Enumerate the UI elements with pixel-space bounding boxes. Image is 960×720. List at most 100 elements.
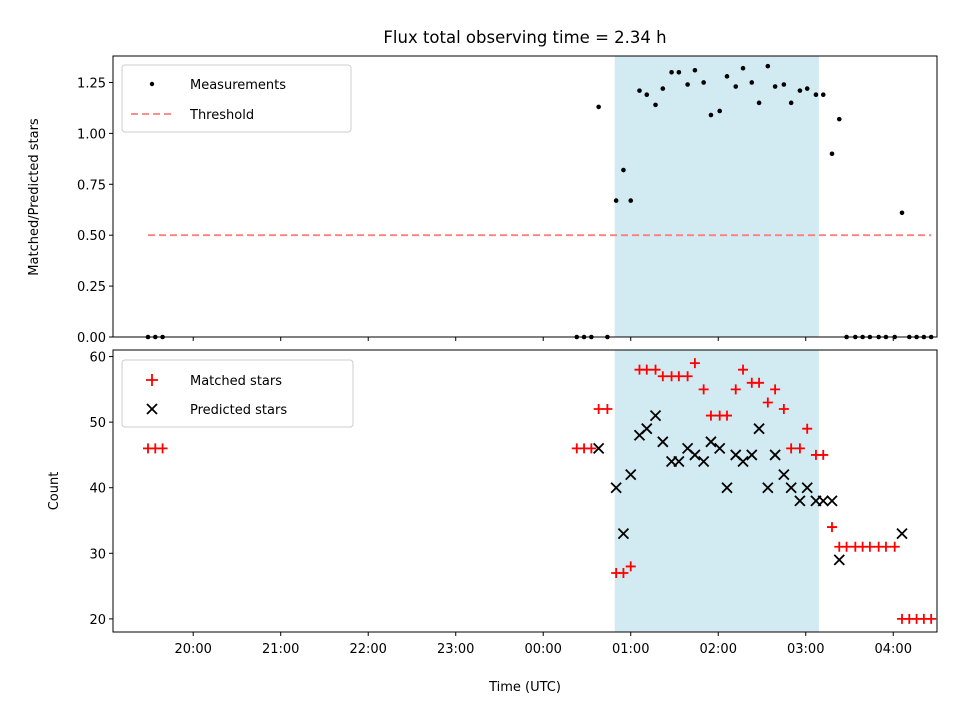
top-panel: 0.00 0.25 0.50 0.75 1.00 1.25 Flux total obse… xyxy=(27,28,938,346)
predicted-star-point xyxy=(649,409,662,422)
measurement-point xyxy=(899,210,905,216)
measurement-point xyxy=(813,92,819,97)
matched-star-point xyxy=(880,541,891,552)
top-legend: Measurements Threshold xyxy=(121,64,352,133)
predicted-star-point xyxy=(625,468,637,481)
x-tick-label: 00:00 xyxy=(524,642,561,657)
y-tick-label: 1.00 xyxy=(77,127,106,142)
measurement-point xyxy=(613,198,619,203)
top-x-ticks xyxy=(192,337,894,341)
bottom-x-ticks: 20:00 21:00 22:00 23:00 00:00 01:00 02:00 03:00… xyxy=(174,632,912,657)
matched-star-point xyxy=(738,364,749,375)
predicted-star-point xyxy=(833,554,845,566)
legend-predicted-label: Predicted stars xyxy=(190,403,287,418)
matched-star-point xyxy=(778,404,789,415)
measurement-point xyxy=(749,80,755,85)
legend-measurements-label: Measurements xyxy=(190,78,286,93)
matched-star-point xyxy=(625,561,636,572)
predicted-star-point xyxy=(801,482,813,494)
measurement-point xyxy=(724,74,730,79)
y-tick-label: 0.25 xyxy=(77,280,106,295)
predicted-star-point xyxy=(617,527,630,540)
matched-star-point xyxy=(618,567,629,578)
measurement-point xyxy=(628,198,634,203)
bottom-panel: 20 30 40 50 60 20:00 21:00 22:00 23:00 00:00 01:0… xyxy=(47,349,938,695)
predicted-star-point xyxy=(762,482,774,494)
measurement-point xyxy=(756,100,762,106)
measurement-point xyxy=(829,151,835,157)
x-tick-label: 20:00 xyxy=(174,642,211,657)
measurement-point xyxy=(653,102,658,108)
legend-measurements-marker xyxy=(149,81,155,87)
matched-star-point xyxy=(794,443,805,454)
matched-star-point xyxy=(770,384,781,395)
measurement-point xyxy=(781,82,787,87)
matched-star-point xyxy=(602,404,613,415)
predicted-star-point xyxy=(785,482,797,494)
measurement-point xyxy=(788,100,794,106)
predicted-star-point xyxy=(657,436,669,448)
matched-star-point xyxy=(864,541,875,552)
x-tick-label: 04:00 xyxy=(875,642,912,657)
x-tick-label: 02:00 xyxy=(700,642,737,657)
predicted-star-point xyxy=(705,436,717,448)
matched-star-point xyxy=(754,377,765,388)
matched-star-point xyxy=(698,384,709,395)
y-tick-label: 40 xyxy=(89,482,106,497)
matched-star-point xyxy=(802,423,813,434)
bottom-axes-frame xyxy=(112,349,938,633)
bottom-y-ticks: 20 30 40 50 60 xyxy=(89,351,113,628)
chart-title: Flux total observing time = 2.34 h xyxy=(383,28,666,47)
matched-star-point xyxy=(157,443,168,454)
y-tick-label: 50 xyxy=(89,416,106,431)
matched-star-point xyxy=(705,410,716,421)
measurement-point xyxy=(669,69,674,75)
measurement-point xyxy=(644,92,650,97)
matched-star-point xyxy=(682,371,693,382)
measurement-point xyxy=(621,167,626,173)
predicted-star-point xyxy=(610,482,622,494)
measurement-point xyxy=(740,65,746,71)
y-tick-label: 20 xyxy=(89,613,106,628)
measurement-point xyxy=(708,112,714,118)
predicted-star-point xyxy=(689,449,701,461)
measurement-point xyxy=(701,80,706,85)
predicted-star-point xyxy=(641,423,653,435)
bottom-legend-box xyxy=(121,359,354,428)
measurement-point xyxy=(765,63,771,69)
measurement-point xyxy=(660,86,666,91)
matched-star-point xyxy=(926,613,937,624)
x-tick-label: 23:00 xyxy=(437,642,474,657)
measurement-point xyxy=(676,69,682,75)
measurement-point xyxy=(820,92,826,97)
legend-matched-marker xyxy=(146,374,158,386)
top-legend-box xyxy=(121,64,352,133)
matched-star-point xyxy=(650,364,661,375)
predicted-star-point xyxy=(778,468,790,481)
measurement-point xyxy=(596,104,601,110)
matched-star-point xyxy=(721,410,732,421)
measurement-point xyxy=(637,88,642,93)
top-y-ticks: 0.00 0.25 0.50 0.75 1.00 1.25 xyxy=(77,76,113,346)
matched-star-point xyxy=(786,443,797,454)
predicted-star-point xyxy=(698,455,710,468)
bottom-legend: Matched stars Predicted stars xyxy=(121,359,354,428)
predicted-star-point xyxy=(753,423,765,435)
predicted-star-point xyxy=(817,495,829,507)
matched-star-point xyxy=(586,443,597,454)
x-tick-label: 03:00 xyxy=(787,642,824,657)
measurement-point xyxy=(836,116,842,122)
top-axes-frame xyxy=(112,55,938,338)
y-tick-label: 0.50 xyxy=(77,229,106,244)
measurement-point xyxy=(733,84,739,89)
matched-star-point xyxy=(762,397,773,408)
y-tick-label: 30 xyxy=(89,547,106,562)
top-y-axis-label: Matched/Predicted stars xyxy=(27,118,42,276)
predicted-star-point xyxy=(769,449,781,461)
matched-star-point xyxy=(673,371,684,382)
matched-star-point xyxy=(730,384,741,395)
predicted-star-point xyxy=(826,495,838,507)
measurement-point xyxy=(685,82,690,87)
measurement-point xyxy=(717,108,722,114)
